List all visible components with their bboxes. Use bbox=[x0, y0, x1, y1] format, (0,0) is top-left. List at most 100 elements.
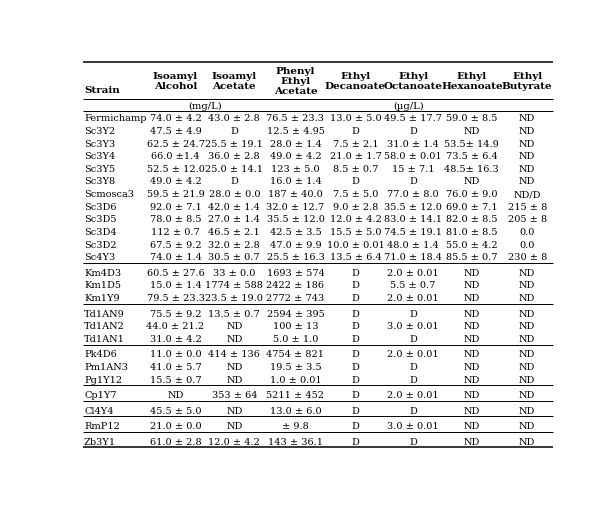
Text: Td1AN1: Td1AN1 bbox=[84, 334, 125, 343]
Text: 35.5 ± 12.0: 35.5 ± 12.0 bbox=[384, 203, 442, 211]
Text: Sc3D2: Sc3D2 bbox=[84, 240, 117, 249]
Text: ND: ND bbox=[519, 127, 535, 136]
Text: ND: ND bbox=[519, 177, 535, 186]
Text: 42.0 ± 1.4: 42.0 ± 1.4 bbox=[208, 203, 260, 211]
Text: 42.5 ± 3.5: 42.5 ± 3.5 bbox=[269, 228, 322, 236]
Text: ND: ND bbox=[519, 165, 535, 173]
Text: Ethyl
Decanoate: Ethyl Decanoate bbox=[325, 72, 386, 91]
Text: ND: ND bbox=[464, 349, 480, 359]
Text: Pg1Y12: Pg1Y12 bbox=[84, 375, 122, 384]
Text: D: D bbox=[352, 375, 359, 384]
Text: 77.0 ± 8.0: 77.0 ± 8.0 bbox=[387, 190, 439, 198]
Text: ND: ND bbox=[226, 334, 242, 343]
Text: 81.0 ± 8.5: 81.0 ± 8.5 bbox=[446, 228, 498, 236]
Text: ND: ND bbox=[519, 293, 535, 302]
Text: Sc3Y8: Sc3Y8 bbox=[84, 177, 115, 186]
Text: ND: ND bbox=[519, 114, 535, 123]
Text: 9.0 ± 2.8: 9.0 ± 2.8 bbox=[333, 203, 378, 211]
Text: D: D bbox=[352, 421, 359, 430]
Text: ND: ND bbox=[226, 406, 242, 415]
Text: ND: ND bbox=[464, 334, 480, 343]
Text: 46.5 ± 2.1: 46.5 ± 2.1 bbox=[208, 228, 260, 236]
Text: 12.0 ± 4.2: 12.0 ± 4.2 bbox=[208, 437, 260, 446]
Text: Sc3Y5: Sc3Y5 bbox=[84, 165, 115, 173]
Text: 31.0 ± 1.4: 31.0 ± 1.4 bbox=[387, 139, 439, 148]
Text: 23.5 ± 19.0: 23.5 ± 19.0 bbox=[205, 293, 263, 302]
Text: 47.0 ± 9.9: 47.0 ± 9.9 bbox=[269, 240, 321, 249]
Text: 85.5 ± 0.7: 85.5 ± 0.7 bbox=[446, 253, 498, 262]
Text: 48.0 ± 1.4: 48.0 ± 1.4 bbox=[387, 240, 439, 249]
Text: 92.0 ± 7.1: 92.0 ± 7.1 bbox=[149, 203, 201, 211]
Text: D: D bbox=[409, 334, 417, 343]
Text: ND: ND bbox=[519, 268, 535, 277]
Text: 187 ± 40.0: 187 ± 40.0 bbox=[268, 190, 323, 198]
Text: 59.0 ± 8.5: 59.0 ± 8.5 bbox=[446, 114, 498, 123]
Text: ND: ND bbox=[519, 375, 535, 384]
Text: 1693 ± 574: 1693 ± 574 bbox=[266, 268, 324, 277]
Text: ND: ND bbox=[226, 421, 242, 430]
Text: Phenyl
Ethyl
Acetate: Phenyl Ethyl Acetate bbox=[274, 66, 317, 96]
Text: 25.5 ± 16.3: 25.5 ± 16.3 bbox=[266, 253, 324, 262]
Text: 13.0 ± 6.0: 13.0 ± 6.0 bbox=[269, 406, 321, 415]
Text: Ethyl
Butyrate: Ethyl Butyrate bbox=[502, 72, 552, 91]
Text: ND: ND bbox=[226, 322, 242, 331]
Text: Pk4D6: Pk4D6 bbox=[84, 349, 117, 359]
Text: D: D bbox=[352, 177, 359, 186]
Text: 353 ± 64: 353 ± 64 bbox=[212, 390, 257, 399]
Text: D: D bbox=[352, 334, 359, 343]
Text: 52.5 ± 12.0: 52.5 ± 12.0 bbox=[146, 165, 204, 173]
Text: 41.0 ± 5.7: 41.0 ± 5.7 bbox=[149, 362, 201, 371]
Text: 58.0 ± 0.01: 58.0 ± 0.01 bbox=[384, 152, 442, 161]
Text: 15.5 ± 0.7: 15.5 ± 0.7 bbox=[149, 375, 201, 384]
Text: Ethyl
Hexanoate: Ethyl Hexanoate bbox=[441, 72, 502, 91]
Text: 27.0 ± 1.4: 27.0 ± 1.4 bbox=[208, 215, 260, 224]
Text: 33 ± 0.0: 33 ± 0.0 bbox=[213, 268, 255, 277]
Text: 43.0 ± 2.8: 43.0 ± 2.8 bbox=[208, 114, 260, 123]
Text: ND: ND bbox=[464, 406, 480, 415]
Text: 2.0 ± 0.01: 2.0 ± 0.01 bbox=[387, 390, 439, 399]
Text: D: D bbox=[409, 437, 417, 446]
Text: 13.5 ± 6.4: 13.5 ± 6.4 bbox=[330, 253, 381, 262]
Text: 44.0 ± 21.2: 44.0 ± 21.2 bbox=[146, 322, 205, 331]
Text: Td1AN9: Td1AN9 bbox=[84, 309, 125, 318]
Text: 75.5 ± 9.2: 75.5 ± 9.2 bbox=[149, 309, 201, 318]
Text: 15.5 ± 5.0: 15.5 ± 5.0 bbox=[330, 228, 381, 236]
Text: ND: ND bbox=[519, 281, 535, 290]
Text: Sc3Y2: Sc3Y2 bbox=[84, 127, 115, 136]
Text: D: D bbox=[352, 293, 359, 302]
Text: 45.5 ± 5.0: 45.5 ± 5.0 bbox=[150, 406, 201, 415]
Text: 0.0: 0.0 bbox=[520, 228, 535, 236]
Text: 32.0 ± 12.7: 32.0 ± 12.7 bbox=[266, 203, 325, 211]
Text: 215 ± 8: 215 ± 8 bbox=[507, 203, 547, 211]
Text: 47.5 ± 4.9: 47.5 ± 4.9 bbox=[149, 127, 201, 136]
Text: 82.0 ± 8.5: 82.0 ± 8.5 bbox=[446, 215, 498, 224]
Text: 30.5 ± 0.7: 30.5 ± 0.7 bbox=[208, 253, 260, 262]
Text: 16.0 ± 1.4: 16.0 ± 1.4 bbox=[269, 177, 322, 186]
Text: 76.0 ± 9.0: 76.0 ± 9.0 bbox=[446, 190, 498, 198]
Text: 12.0 ± 4.2: 12.0 ± 4.2 bbox=[330, 215, 381, 224]
Text: ND: ND bbox=[519, 362, 535, 371]
Text: D: D bbox=[352, 362, 359, 371]
Text: Km4D3: Km4D3 bbox=[84, 268, 121, 277]
Text: Sc3D6: Sc3D6 bbox=[84, 203, 116, 211]
Text: D: D bbox=[352, 268, 359, 277]
Text: Cl4Y4: Cl4Y4 bbox=[84, 406, 114, 415]
Text: 21.0 ± 1.7: 21.0 ± 1.7 bbox=[330, 152, 381, 161]
Text: ND: ND bbox=[519, 309, 535, 318]
Text: 25.5 ± 19.1: 25.5 ± 19.1 bbox=[205, 139, 263, 148]
Text: 66.0 ±1.4: 66.0 ±1.4 bbox=[151, 152, 200, 161]
Text: 61.0 ± 2.8: 61.0 ± 2.8 bbox=[149, 437, 201, 446]
Text: 12.5 ± 4.95: 12.5 ± 4.95 bbox=[266, 127, 324, 136]
Text: ND: ND bbox=[519, 406, 535, 415]
Text: 4754 ± 821: 4754 ± 821 bbox=[266, 349, 325, 359]
Text: 5.0 ± 1.0: 5.0 ± 1.0 bbox=[273, 334, 318, 343]
Text: 7.5 ± 2.1: 7.5 ± 2.1 bbox=[333, 139, 378, 148]
Text: ND: ND bbox=[519, 152, 535, 161]
Text: 49.0 ± 4.2: 49.0 ± 4.2 bbox=[269, 152, 322, 161]
Text: 53.5± 14.9: 53.5± 14.9 bbox=[445, 139, 499, 148]
Text: 74.0 ± 4.2: 74.0 ± 4.2 bbox=[149, 114, 202, 123]
Text: Td1AN2: Td1AN2 bbox=[84, 322, 125, 331]
Text: 15.0 ± 1.4: 15.0 ± 1.4 bbox=[149, 281, 201, 290]
Text: ND: ND bbox=[519, 139, 535, 148]
Text: 15 ± 7.1: 15 ± 7.1 bbox=[392, 165, 434, 173]
